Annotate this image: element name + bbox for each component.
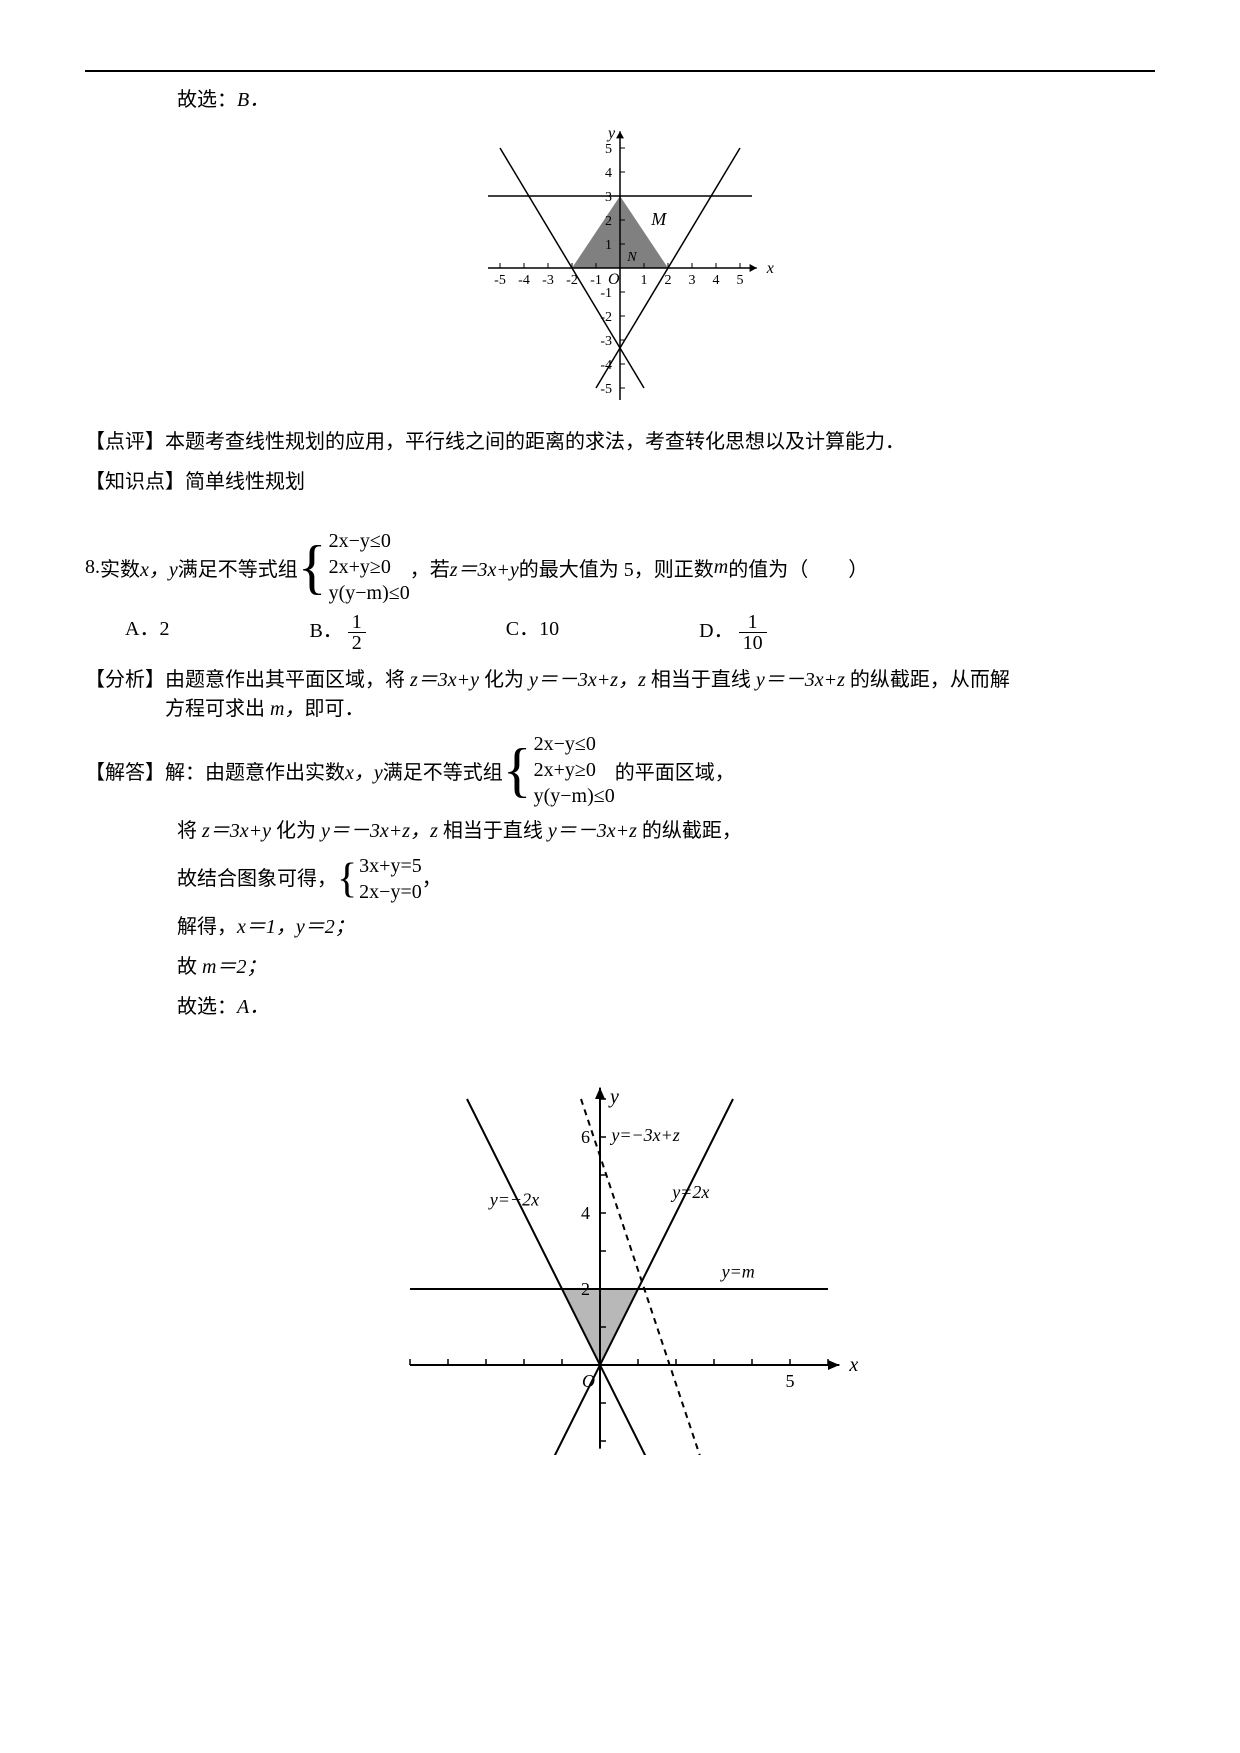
svg-text:2: 2 <box>581 1279 590 1299</box>
svg-text:-3: -3 <box>542 273 554 288</box>
svg-text:-5: -5 <box>494 273 506 288</box>
sol-system-2: { 3x+y=5 2x−y=0 <box>337 853 422 905</box>
svg-text:1: 1 <box>605 238 612 253</box>
svg-text:y=m: y=m <box>720 1262 755 1282</box>
q8-z: z＝3x+y <box>450 553 519 582</box>
analysis-block: 【分析】 由题意作出其平面区域，将 z＝3x+y 化为 y＝－3x+z，z 相当… <box>85 663 1155 721</box>
comment-label: 【点评】 <box>85 431 165 453</box>
svg-text:y: y <box>608 1086 619 1108</box>
svg-text:2: 2 <box>605 214 612 229</box>
knowledge-text: 简单线性规划 <box>185 471 305 493</box>
svg-text:4: 4 <box>713 273 720 288</box>
svg-text:3: 3 <box>605 190 612 205</box>
svg-text:O: O <box>582 1371 595 1391</box>
option-c: C．10 <box>506 612 559 653</box>
svg-text:-4: -4 <box>518 273 530 288</box>
svg-text:6: 6 <box>581 1127 590 1147</box>
svg-text:5: 5 <box>605 142 612 157</box>
sys-row-3: y(y−m)≤0 <box>329 580 410 606</box>
q8-system: { 2x−y≤0 2x+y≥0 y(y−m)≤0 <box>298 528 410 606</box>
svg-text:2: 2 <box>665 273 672 288</box>
q8-m: m <box>714 556 728 579</box>
svg-text:5: 5 <box>786 1371 795 1391</box>
svg-text:5: 5 <box>737 273 744 288</box>
svg-text:x: x <box>766 260 774 277</box>
sol-line-4: 解得，x＝1，y＝2； <box>85 909 1155 945</box>
svg-text:-2: -2 <box>600 310 612 325</box>
svg-text:x: x <box>848 1354 858 1376</box>
svg-text:y=−2x: y=−2x <box>488 1189 539 1209</box>
comment-text: 本题考查线性规划的应用，平行线之间的距离的求法，考查转化思想以及计算能力． <box>165 431 905 453</box>
q8-mid4: 的值为（ ） <box>728 553 868 582</box>
q8-mid2: ，若 <box>410 553 450 582</box>
q8-options: A．2 B． 12 C．10 D． 110 <box>85 612 1155 653</box>
svg-text:-3: -3 <box>600 334 612 349</box>
sol-system: { 2x−y≤0 2x+y≥0 y(y−m)≤0 <box>503 731 615 809</box>
q8-mid3: 的最大值为 5，则正数 <box>519 553 714 582</box>
sys-row-1: 2x−y≤0 <box>329 528 410 554</box>
question-8: 8. 实数 x，y 满足不等式组 { 2x−y≤0 2x+y≥0 y(y−m)≤… <box>85 528 1155 606</box>
sol-line-6: 故选：A． <box>85 989 1155 1025</box>
figure-1: -5-4-3-2-112345-5-4-3-2-112345xyOMN <box>85 128 1155 414</box>
sol-line-3: 故结合图象可得， { 3x+y=5 2x−y=0 ， <box>85 853 1155 905</box>
conclusion-answer: B． <box>237 89 269 111</box>
svg-text:M: M <box>650 209 667 229</box>
svg-text:4: 4 <box>605 166 612 181</box>
sys-row-2: 2x+y≥0 <box>329 554 410 580</box>
svg-text:-1: -1 <box>600 286 612 301</box>
svg-text:y: y <box>606 128 616 142</box>
knowledge-label: 【知识点】 <box>85 471 185 493</box>
svg-text:O: O <box>608 271 620 288</box>
svg-text:-5: -5 <box>600 382 612 397</box>
solution-label: 【解答】 <box>85 756 165 785</box>
conclusion-text: 故选： <box>177 89 237 111</box>
q8-xy: x，y <box>140 553 178 582</box>
option-d: D． 110 <box>699 612 766 653</box>
q8-number: 8. <box>85 556 100 579</box>
prev-conclusion: 故选：B． <box>85 82 1155 118</box>
q8-mid1: 满足不等式组 <box>178 553 298 582</box>
svg-text:-2: -2 <box>566 273 578 288</box>
svg-text:N: N <box>626 250 637 265</box>
option-b: B． 12 <box>309 612 365 653</box>
svg-text:3: 3 <box>689 273 696 288</box>
q8-pre: 实数 <box>100 553 140 582</box>
svg-text:y=2x: y=2x <box>670 1182 709 1202</box>
knowledge-block: 【知识点】简单线性规划 <box>85 464 1155 500</box>
figure-2: 5 2 4 6 x y Oy=−3x+z y=2x y=−2x y=m <box>85 1035 1155 1461</box>
sol-line-5: 故 m＝2； <box>85 949 1155 985</box>
sol-line-2: 将 z＝3x+y 化为 y＝－3x+z，z 相当于直线 y＝－3x+z 的纵截距… <box>85 813 1155 849</box>
svg-text:-4: -4 <box>600 358 612 373</box>
analysis-label: 【分析】 <box>85 663 165 692</box>
svg-text:4: 4 <box>581 1203 590 1223</box>
svg-text:y=−3x+z: y=−3x+z <box>609 1125 679 1145</box>
svg-text:1: 1 <box>641 273 648 288</box>
option-a: A．2 <box>125 612 169 653</box>
comment-block: 【点评】本题考查线性规划的应用，平行线之间的距离的求法，考查转化思想以及计算能力… <box>85 424 1155 460</box>
solution-block: 【解答】 解：由题意作出实数 x，y 满足不等式组 { 2x−y≤0 2x+y≥… <box>85 731 1155 809</box>
